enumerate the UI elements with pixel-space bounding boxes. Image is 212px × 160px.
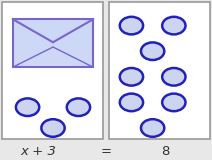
Bar — [13, 19, 93, 67]
Circle shape — [120, 68, 143, 86]
Text: =: = — [100, 145, 112, 158]
Bar — [2, 2, 103, 139]
Circle shape — [162, 17, 186, 34]
Bar — [109, 2, 210, 139]
Text: x + 3: x + 3 — [20, 145, 56, 158]
Circle shape — [141, 119, 164, 137]
Circle shape — [162, 68, 186, 86]
Circle shape — [141, 42, 164, 60]
Circle shape — [67, 98, 90, 116]
Circle shape — [120, 94, 143, 111]
Circle shape — [162, 94, 186, 111]
Circle shape — [120, 17, 143, 34]
Text: 8: 8 — [161, 145, 170, 158]
Circle shape — [16, 98, 39, 116]
Circle shape — [41, 119, 65, 137]
